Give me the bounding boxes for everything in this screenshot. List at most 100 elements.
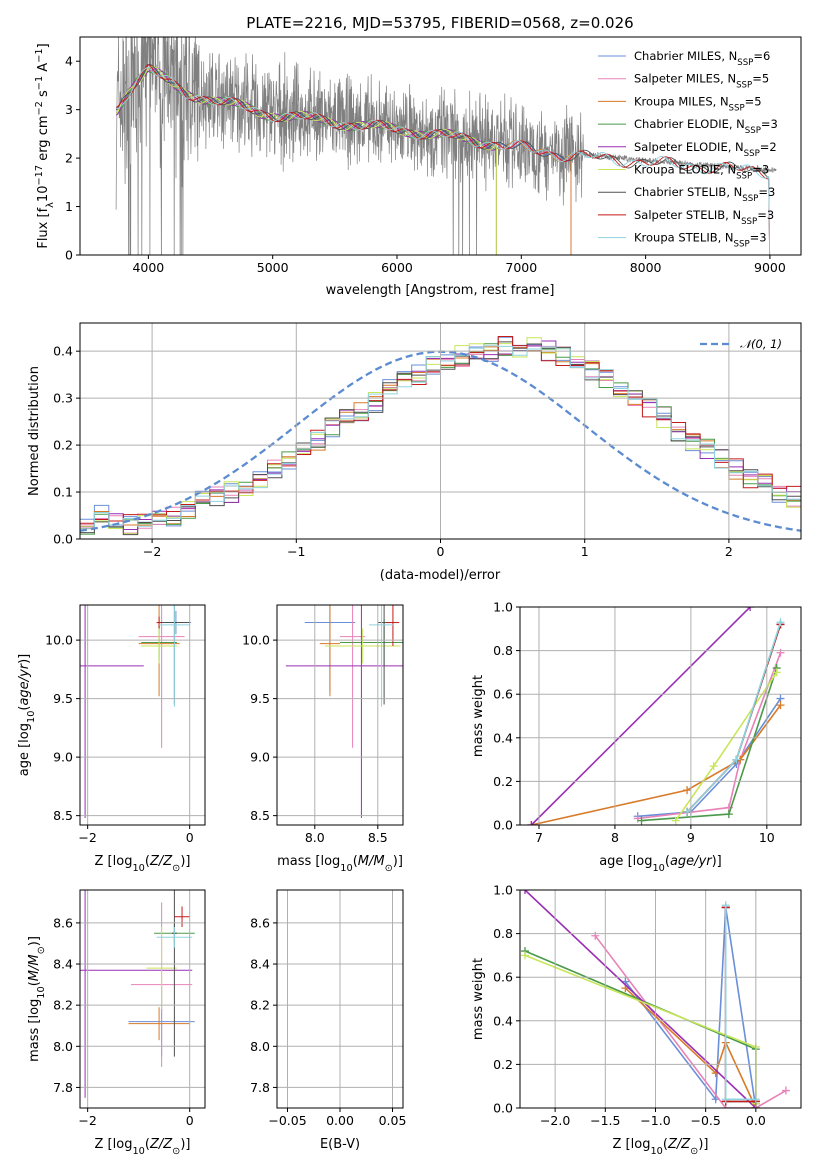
mass-weight-marker [746,607,755,611]
model-spectrum-line [115,66,771,255]
mass-weight-marker [732,755,741,764]
y-tick-label: 4 [65,54,73,69]
legend-entry: Chabrier ELODIE, NSSP=3 [634,117,778,136]
y-tick-label: 7.8 [53,1080,73,1095]
residual-hist-panel: −2 −1 0 1 2 0.0 0.1 0.2 0.3 0.4 𝒩(0, 1) (data-model… [27,322,802,583]
gridlines [520,889,801,1109]
plot-area [115,37,777,255]
axes-frame [79,889,206,1109]
x-tick-label: 8.5 [368,830,388,845]
mass-weight-vs-age-panel: 7 8 9 10 0.0 0.2 0.4 0.6 0.8 1.0 age [log10(age/yr… [471,600,802,874]
x-tick-label: 0.0 [746,1113,766,1128]
y-tick-label: 8.4 [53,957,73,972]
x-axis-label: Z [log10(Z/Z⊙)] [613,1137,709,1157]
x-tick-label: 0.00 [326,1113,354,1128]
legend-entry: 𝒩(0, 1) [740,337,782,351]
y-tick-label: 1.0 [493,600,513,615]
residual-histogram-step [80,336,801,524]
y-tick-label: 1 [65,199,73,214]
x-tick-label: 2 [725,544,733,559]
x-tick-label: 0 [186,1113,194,1128]
mass-weight-vs-Z-panel: −2.0 −1.5 −1.0 −0.5 0.0 0.0 0.2 0.4 0.6 0.8 1.0 Z [… [471,883,802,1157]
y-axis-label: age [log10(age/yr)] [17,654,37,777]
x-axis-label: Z [log10(Z/Z⊙)] [95,854,191,874]
axes-frame [276,889,404,1109]
mass-weight-marker [683,786,692,795]
y-tick-label: 8.2 [53,998,73,1013]
mass-weight-line [530,607,751,825]
error-bar-point [141,628,177,664]
age-vs-mass-panel: 8.0 8.5 8.5 9.0 9.5 10.0 mass [log10(M/M⊙)] [242,604,404,874]
gridlines [277,890,403,1108]
y-tick-label: 9.5 [53,691,73,706]
y-tick-label: 0.2 [493,774,513,789]
legend-entry: Salpeter ELODIE, NSSP=2 [634,140,777,159]
axes-frame [79,36,802,256]
plot-area [527,607,785,825]
mass-weight-marker [683,807,692,816]
y-tick-label: 0.4 [53,344,73,359]
y-axis-label: Normed distribution [27,366,42,496]
x-tick-label: 1 [581,544,589,559]
x-tick-label: −2 [78,830,96,845]
mass-weight-marker [637,816,646,825]
x-tick-label: 0 [437,544,445,559]
x-tick-label: −2 [78,1113,96,1128]
y-tick-label: 0 [65,248,73,263]
gridlines [277,605,403,825]
y-tick-label: 7.8 [250,1080,270,1095]
mass-weight-marker [527,821,536,825]
plot-area [80,336,801,536]
mass-weight-marker [724,810,733,819]
age-vs-Z-panel: −2 0 8.5 9.0 9.5 10.0 Z [log10(Z/Z⊙)] age [log1… [17,604,206,874]
mass-weight-line [524,950,757,1104]
legend-entry: Salpeter MILES, NSSP=5 [634,72,769,91]
x-axis-label: Z [log10(Z/Z⊙)] [95,1137,191,1157]
x-tick-label: 5000 [257,260,289,275]
error-bar-point [80,605,144,818]
error-bar-point [156,927,193,948]
x-tick-label: −0.5 [690,1113,720,1128]
error-bar-point [285,605,403,818]
y-axis-label: Flux [fλ10−17 erg cm−2 s−1 A−1] [34,43,56,248]
mass-weight-marker [521,890,530,894]
model-spectrum-line [115,63,771,255]
x-tick-label: 0 [186,830,194,845]
error-bar-point [138,605,185,748]
mass-weight-line [624,907,757,1108]
gridlines [80,890,205,1108]
plot-area [80,605,192,818]
x-axis-label: age [log10(age/yr)] [599,854,722,874]
x-tick-label: −1.0 [640,1113,670,1128]
y-tick-label: 0.6 [493,687,513,702]
y-tick-label: 8.0 [53,1039,73,1054]
legend: Chabrier MILES, NSSP=6 Salpeter MILES, NS… [598,49,778,250]
x-tick-label: 8.0 [305,830,325,845]
legend-entry: Kroupa ELODIE, NSSP=3 [634,163,769,182]
mass-weight-marker [721,901,730,910]
y-tick-label: 0.8 [493,643,513,658]
mass-weight-line [531,704,782,825]
mass-weight-line [637,698,782,818]
legend-entry: Kroupa MILES, NSSP=5 [634,94,762,113]
x-tick-label: 9 [687,830,695,845]
error-bar-point [319,605,340,697]
mass-weight-marker [521,951,530,960]
x-axis-label: wavelength [Angstrom, rest frame] [326,283,555,298]
y-tick-label: 10.0 [45,633,73,648]
y-tick-label: 8.6 [53,915,73,930]
y-tick-label: 8.0 [250,1039,270,1054]
legend-entry: Chabrier MILES, NSSP=6 [634,49,770,68]
y-axis-label: mass weight [471,675,486,757]
y-tick-label: 9.0 [53,750,73,765]
y-tick-label: 0.1 [53,485,73,500]
y-tick-label: 10.0 [242,633,270,648]
mass-weight-line [624,987,757,1108]
mass-weight-marker [709,762,718,771]
mass-weight-marker [776,701,785,710]
x-tick-label: −0.05 [268,1113,306,1128]
mass-weight-line [641,667,778,822]
y-tick-label: 3 [65,102,73,117]
mass-weight-marker [781,1086,790,1095]
